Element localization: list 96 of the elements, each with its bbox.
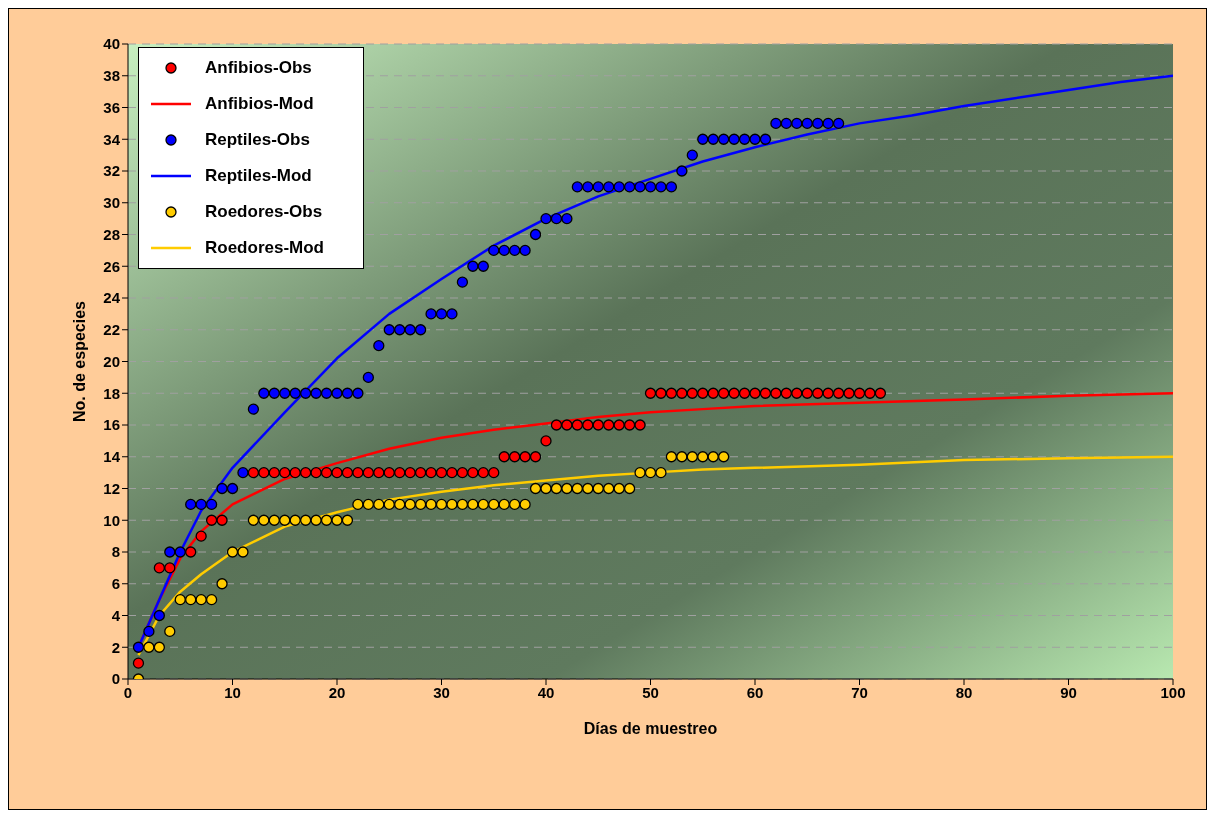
point (571, 482, 583, 495)
point (237, 546, 249, 558)
point (279, 514, 291, 526)
y-tick-label: 32 (103, 162, 120, 180)
y-tick-label: 0 (111, 670, 120, 688)
point (394, 498, 406, 511)
point (540, 482, 552, 495)
point (467, 498, 479, 511)
point (205, 593, 218, 606)
point (174, 593, 186, 606)
point (373, 498, 385, 511)
point (509, 498, 521, 511)
point (498, 498, 510, 511)
point (164, 625, 176, 638)
point (425, 498, 437, 511)
y-tick-label: 14 (103, 448, 121, 466)
x-tick-label: 90 (1060, 683, 1077, 701)
y-axis-title: No. de especies (70, 300, 88, 422)
y-tick-label: 30 (103, 194, 120, 212)
point (435, 498, 448, 511)
point (352, 498, 364, 511)
point (665, 451, 678, 463)
y-tick-label: 34 (103, 130, 121, 148)
y-tick-label: 16 (103, 416, 120, 434)
point (529, 482, 542, 495)
y-tick-label: 22 (103, 321, 120, 339)
legend-label: Reptiles-Obs (205, 130, 310, 150)
y-tick-label: 4 (111, 606, 121, 624)
x-tick-label: 70 (851, 683, 868, 701)
point (623, 482, 636, 495)
point (582, 482, 594, 495)
y-tick-label: 26 (103, 257, 120, 275)
point (644, 466, 657, 479)
point (331, 514, 343, 526)
x-tick-label: 100 (1160, 683, 1186, 701)
point (456, 498, 469, 511)
point (404, 498, 416, 511)
y-tick-label: 18 (103, 384, 120, 402)
y-tick-label: 12 (103, 479, 120, 497)
x-tick-label: 80 (955, 683, 973, 701)
x-tick-label: 40 (537, 683, 555, 701)
y-tick-label: 40 (103, 35, 120, 53)
point (341, 514, 354, 526)
y-tick-label: 8 (111, 543, 120, 561)
point (247, 514, 260, 526)
legend-label: Roedores-Obs (205, 202, 323, 222)
point (143, 641, 155, 653)
x-tick-label: 10 (224, 683, 241, 701)
point (477, 498, 489, 511)
point (446, 498, 458, 511)
x-tick-label: 30 (433, 683, 450, 701)
x-tick-label: 0 (123, 683, 133, 701)
point (226, 546, 239, 558)
y-tick-label: 20 (103, 352, 120, 370)
point (707, 451, 719, 463)
x-tick-label: 60 (746, 683, 764, 701)
point (216, 578, 228, 590)
point (676, 451, 688, 463)
point (519, 498, 531, 511)
point (362, 498, 374, 511)
point (634, 466, 646, 479)
point (686, 451, 698, 463)
y-tick-label: 2 (111, 638, 120, 656)
point (195, 593, 207, 606)
legend-label: Roedores-Mod (205, 238, 324, 258)
point (320, 514, 333, 526)
x-axis-title: Días de muestreo (583, 720, 718, 737)
legend-label: Reptiles-Mod (205, 166, 312, 186)
point (258, 514, 270, 526)
point (561, 482, 573, 495)
point (153, 641, 165, 653)
point (550, 482, 563, 495)
point (268, 514, 280, 526)
point (310, 514, 322, 526)
legend-label: Anfibios-Obs (205, 58, 312, 78)
y-tick-label: 6 (111, 575, 120, 593)
point (289, 514, 301, 526)
y-tick-label: 24 (103, 289, 121, 307)
y-tick-label: 38 (103, 67, 120, 85)
point (488, 498, 500, 511)
y-tick-label: 36 (103, 98, 120, 116)
point (300, 514, 312, 526)
point (592, 482, 604, 495)
point (185, 593, 197, 606)
x-tick-label: 20 (328, 683, 346, 701)
point (603, 482, 615, 495)
y-tick-label: 10 (103, 511, 120, 529)
legend-label: Anfibios-Mod (205, 94, 314, 114)
point (414, 498, 427, 511)
point (613, 482, 625, 495)
x-tick-label: 50 (642, 683, 659, 701)
point (718, 451, 730, 463)
point (697, 451, 709, 463)
point (655, 466, 667, 479)
point (383, 498, 395, 511)
y-tick-label: 28 (103, 225, 120, 243)
